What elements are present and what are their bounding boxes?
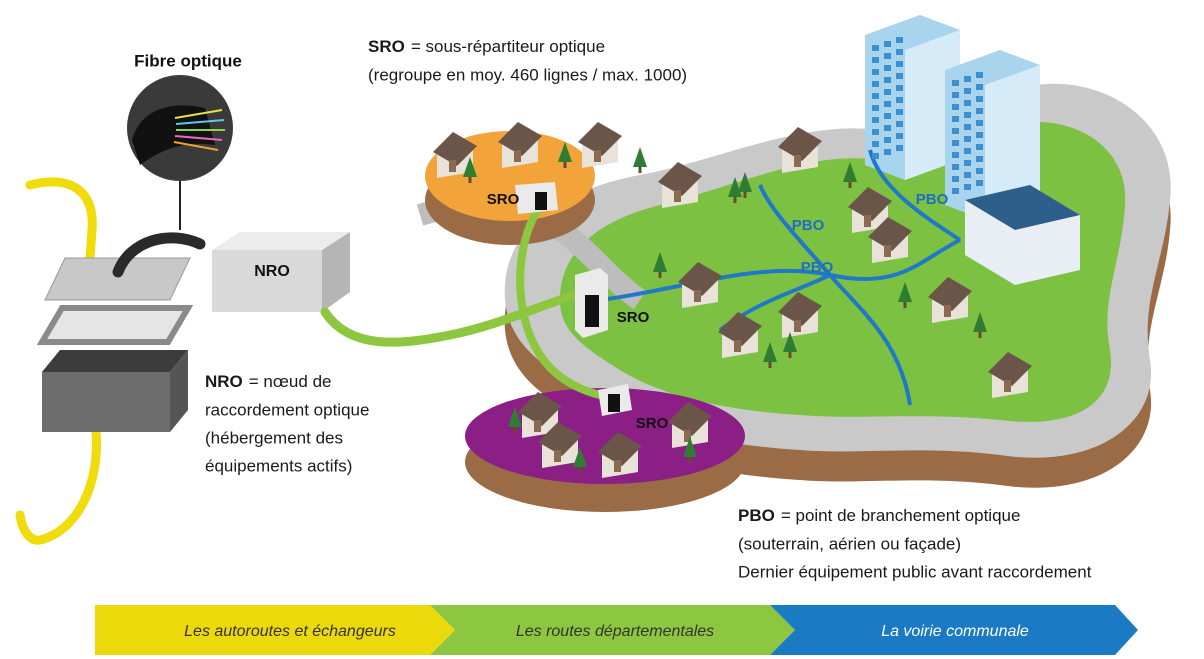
stage-label: Les routes départementales <box>516 623 714 640</box>
island <box>325 15 1171 512</box>
window <box>872 57 879 63</box>
window <box>872 153 879 159</box>
window <box>872 117 879 123</box>
window <box>872 141 879 147</box>
window <box>952 176 959 182</box>
window <box>952 188 959 194</box>
window <box>952 104 959 110</box>
window <box>964 160 971 166</box>
window <box>896 109 903 115</box>
window <box>884 137 891 143</box>
window <box>976 120 983 126</box>
window <box>976 132 983 138</box>
window <box>952 164 959 170</box>
window <box>976 84 983 90</box>
chamber-front <box>42 372 170 432</box>
window <box>976 108 983 114</box>
term: PBO <box>738 506 775 525</box>
window <box>884 101 891 107</box>
window <box>872 45 879 51</box>
window <box>952 116 959 122</box>
window <box>884 53 891 59</box>
house <box>578 122 622 168</box>
description-line: = nœud de <box>249 372 332 391</box>
description-line: raccordement optique <box>205 400 369 419</box>
window <box>872 93 879 99</box>
window <box>964 184 971 190</box>
window <box>896 133 903 139</box>
diagram: Fibre optique NRO <box>0 0 1204 659</box>
nro-front <box>212 250 322 312</box>
window <box>884 149 891 155</box>
window <box>964 112 971 118</box>
window <box>976 180 983 186</box>
window <box>884 41 891 47</box>
description: NRO = nœud de <box>205 372 331 391</box>
window <box>872 105 879 111</box>
map-label: SRO <box>487 191 520 208</box>
map-label: PBO <box>792 217 825 234</box>
chamber-top <box>42 350 188 372</box>
stage-label: Les autoroutes et échangeurs <box>184 623 396 640</box>
window <box>964 76 971 82</box>
term: SRO <box>368 37 405 56</box>
window <box>884 125 891 131</box>
window <box>976 144 983 150</box>
window <box>896 49 903 55</box>
window <box>896 37 903 43</box>
window <box>964 148 971 154</box>
description-line: équipements actifs) <box>205 456 352 475</box>
description-line: = point de branchement optique <box>781 506 1021 525</box>
window <box>976 156 983 162</box>
description: SRO = sous-répartiteur optique <box>368 37 605 56</box>
description-line: = sous-répartiteur optique <box>411 37 605 56</box>
map-label: SRO <box>636 415 669 432</box>
window <box>976 168 983 174</box>
window <box>896 121 903 127</box>
window <box>884 113 891 119</box>
window <box>964 100 971 106</box>
window <box>884 77 891 83</box>
fiber-label: Fibre optique <box>134 51 242 70</box>
tree <box>633 147 647 173</box>
description-line: (hébergement des <box>205 428 343 447</box>
window <box>964 172 971 178</box>
nro-box-label: NRO <box>254 263 290 280</box>
window <box>976 72 983 78</box>
cable <box>20 432 97 540</box>
window <box>896 85 903 91</box>
description: PBO = point de branchement optique <box>738 506 1020 525</box>
stage-label: La voirie communale <box>881 623 1029 640</box>
window <box>964 136 971 142</box>
window <box>952 152 959 158</box>
description-line: (regroupe en moy. 460 lignes / max. 1000… <box>368 65 687 84</box>
window <box>872 129 879 135</box>
window <box>884 65 891 71</box>
chamber-frame <box>42 308 188 342</box>
window <box>964 88 971 94</box>
window <box>976 96 983 102</box>
window <box>952 140 959 146</box>
window <box>952 92 959 98</box>
window <box>896 61 903 67</box>
window <box>872 69 879 75</box>
window <box>884 89 891 95</box>
description-line: (souterrain, aérien ou façade) <box>738 534 961 553</box>
window <box>896 145 903 151</box>
window <box>896 97 903 103</box>
window <box>964 124 971 130</box>
window <box>952 80 959 86</box>
map-label: SRO <box>617 309 650 326</box>
cable <box>30 182 92 258</box>
window <box>872 81 879 87</box>
window <box>896 73 903 79</box>
map-label: PBO <box>916 191 949 208</box>
description-line: Dernier équipement public avant raccorde… <box>738 562 1092 581</box>
house <box>498 122 542 168</box>
term: NRO <box>205 372 243 391</box>
map-label: PBO <box>801 259 834 276</box>
window <box>952 128 959 134</box>
page: { "illustration": { "fiber_label": "Fibr… <box>0 0 1204 659</box>
